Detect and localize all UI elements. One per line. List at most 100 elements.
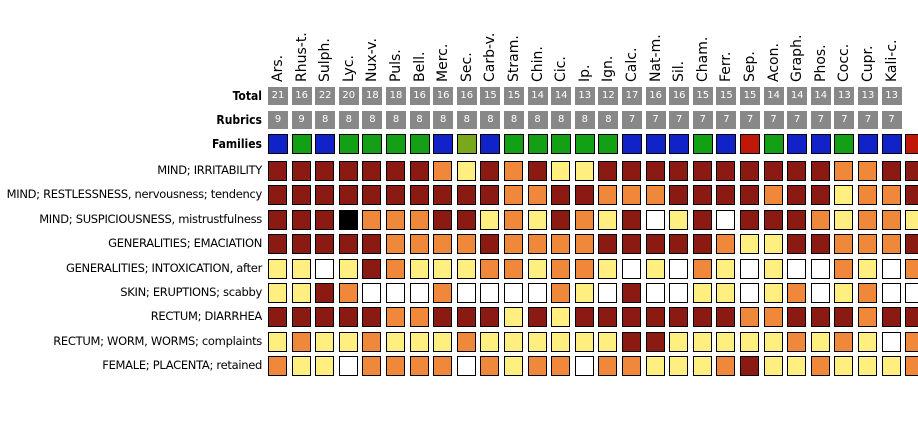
grade-3-cell[interactable] — [433, 185, 453, 206]
grade-2-cell[interactable] — [810, 356, 830, 377]
grade-3-cell[interactable] — [409, 185, 429, 206]
grade-2-cell[interactable] — [834, 161, 854, 181]
grade-3-cell[interactable] — [622, 283, 641, 303]
family-swatch[interactable] — [504, 134, 524, 154]
grade-1-cell[interactable] — [834, 185, 854, 206]
grade-1-cell[interactable] — [834, 209, 854, 230]
grade-1-cell[interactable] — [645, 258, 665, 279]
grade-3-cell[interactable] — [433, 307, 453, 328]
family-swatch[interactable] — [527, 134, 548, 154]
empty-cell[interactable] — [338, 356, 358, 377]
grade-2-cell[interactable] — [551, 283, 571, 303]
grade-3-cell[interactable] — [598, 234, 618, 255]
family-swatch[interactable] — [315, 134, 336, 154]
grade-2-cell[interactable] — [787, 331, 807, 352]
grade-1-cell[interactable] — [433, 331, 453, 352]
grade-1-cell[interactable] — [574, 283, 594, 303]
family-swatch[interactable] — [834, 134, 855, 154]
grade-2-cell[interactable] — [527, 234, 547, 255]
grade-3-cell[interactable] — [480, 307, 500, 328]
empty-cell[interactable] — [669, 283, 689, 303]
grade-1-cell[interactable] — [810, 331, 830, 352]
grade-2-cell[interactable] — [905, 258, 918, 279]
grade-2-cell[interactable] — [834, 234, 854, 255]
remedy-name-header[interactable]: Calc. — [624, 47, 640, 82]
grade-3-cell[interactable] — [787, 185, 807, 206]
grade-3-cell[interactable] — [362, 234, 382, 255]
grade-2-cell[interactable] — [763, 185, 783, 206]
grade-1-cell[interactable] — [763, 356, 783, 377]
grade-3-cell[interactable] — [315, 161, 335, 181]
family-swatch[interactable] — [763, 134, 784, 154]
grade-1-cell[interactable] — [551, 307, 571, 328]
empty-cell[interactable] — [622, 258, 641, 279]
grade-3-cell[interactable] — [622, 161, 641, 181]
grade-2-cell[interactable] — [504, 209, 523, 230]
grade-3-cell[interactable] — [716, 161, 736, 181]
grade-1-cell[interactable] — [456, 258, 476, 279]
grade-2-cell[interactable] — [622, 356, 641, 377]
empty-cell[interactable] — [787, 258, 807, 279]
grade-2-cell[interactable] — [574, 258, 594, 279]
family-swatch[interactable] — [740, 134, 760, 154]
grade-1-cell[interactable] — [291, 258, 311, 279]
grade-3-cell[interactable] — [905, 161, 918, 181]
grade-3-cell[interactable] — [268, 161, 287, 181]
remedy-name-header[interactable]: Nat-m. — [647, 34, 664, 82]
grade-3-cell[interactable] — [338, 307, 358, 328]
grade-1-cell[interactable] — [787, 356, 807, 377]
grade-2-cell[interactable] — [504, 161, 523, 181]
grade-2-cell[interactable] — [386, 234, 405, 255]
grade-2-cell[interactable] — [504, 185, 523, 206]
grade-2-cell[interactable] — [409, 209, 429, 230]
grade-1-cell[interactable] — [881, 356, 901, 377]
remedy-name-header[interactable]: Cic. — [553, 56, 570, 82]
grade-3-cell[interactable] — [692, 161, 712, 181]
grade-3-cell[interactable] — [338, 161, 358, 181]
grade-3-cell[interactable] — [763, 209, 783, 230]
grade-1-cell[interactable] — [480, 209, 500, 230]
remedy-name-header[interactable]: Sep. — [742, 51, 758, 82]
grade-3-cell[interactable] — [881, 161, 901, 181]
grade-2-cell[interactable] — [716, 234, 736, 255]
empty-cell[interactable] — [905, 283, 918, 303]
grade-2-cell[interactable] — [386, 356, 405, 377]
grade-2-cell[interactable] — [433, 234, 453, 255]
rubric-label[interactable]: RECTUM; DIARRHEA — [150, 309, 263, 324]
grade-2-cell[interactable] — [291, 331, 311, 352]
family-swatch[interactable] — [338, 134, 359, 154]
family-swatch[interactable] — [268, 134, 288, 154]
rubric-label[interactable]: GENERALITIES; INTOXICATION, after — [65, 260, 262, 275]
grade-3-cell[interactable] — [291, 209, 311, 230]
empty-cell[interactable] — [315, 258, 335, 279]
grade-3-cell[interactable] — [362, 258, 382, 279]
grade-1-cell[interactable] — [291, 356, 311, 377]
grade-2-cell[interactable] — [598, 356, 618, 377]
grade-1-cell[interactable] — [268, 331, 287, 352]
grade-3-cell[interactable] — [763, 161, 783, 181]
remedy-name-header[interactable]: Sulph. — [317, 38, 334, 82]
grade-3-cell[interactable] — [645, 234, 665, 255]
family-swatch[interactable] — [905, 134, 918, 154]
grade-1-cell[interactable] — [598, 331, 618, 352]
grade-2-cell[interactable] — [574, 209, 594, 230]
family-swatch[interactable] — [716, 134, 737, 154]
grade-3-cell[interactable] — [268, 185, 287, 206]
family-swatch[interactable] — [810, 134, 831, 154]
remedy-name-header[interactable]: Ign. — [600, 55, 617, 82]
grade-1-cell[interactable] — [669, 331, 689, 352]
grade-1-cell[interactable] — [858, 331, 877, 352]
grade-3-cell[interactable] — [386, 161, 405, 181]
grade-3-cell[interactable] — [692, 234, 712, 255]
grade-2-cell[interactable] — [787, 283, 807, 303]
empty-cell[interactable] — [409, 283, 429, 303]
grade-2-cell[interactable] — [338, 283, 358, 303]
remedy-name-header[interactable]: Puls. — [388, 49, 404, 82]
grade-3-cell[interactable] — [716, 307, 736, 328]
grade-2-cell[interactable] — [881, 185, 901, 206]
grade-3-cell[interactable] — [409, 161, 429, 181]
grade-1-cell[interactable] — [740, 234, 759, 255]
remedy-name-header[interactable]: Bell. — [411, 51, 428, 82]
remedy-name-header[interactable]: Sec. — [458, 52, 475, 82]
grade-3-cell[interactable] — [810, 161, 830, 181]
